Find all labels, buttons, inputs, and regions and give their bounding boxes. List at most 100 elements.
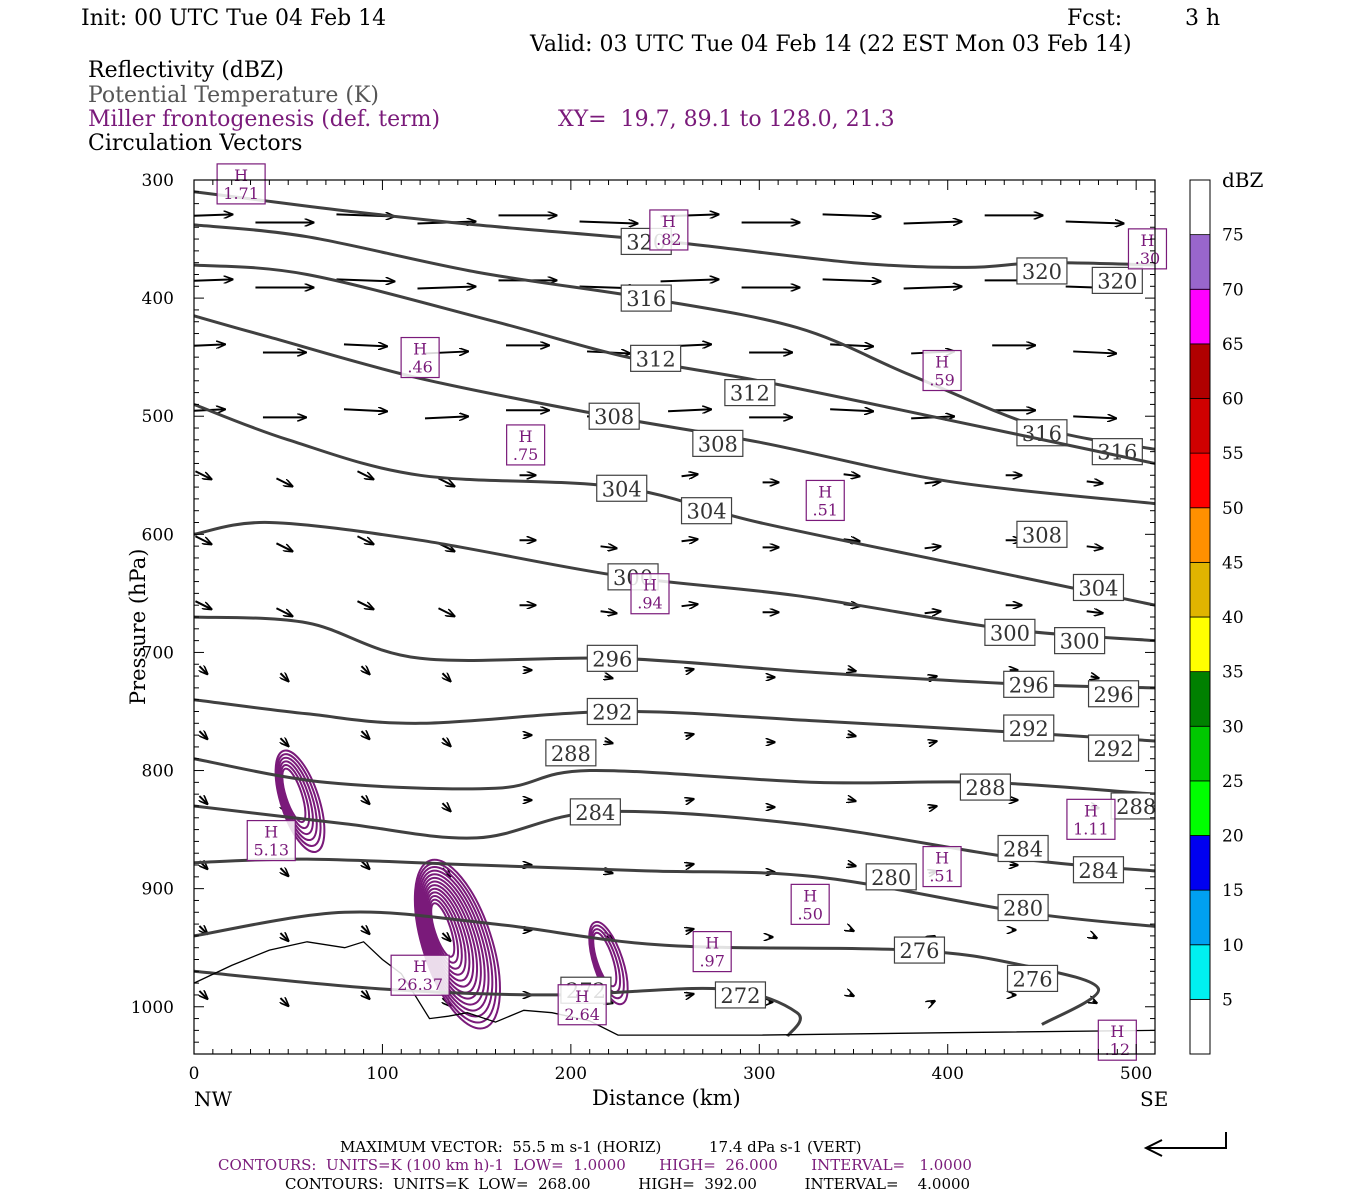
frontogenesis-maximum: H.94 bbox=[630, 573, 670, 615]
circulation-vector bbox=[194, 279, 232, 281]
theta-contour-276 bbox=[194, 910, 1100, 1026]
field-circulation-vectors: Circulation Vectors bbox=[88, 131, 303, 156]
svg-text:H: H bbox=[643, 576, 657, 595]
svg-text:276: 276 bbox=[1012, 967, 1052, 991]
circulation-vector bbox=[1065, 222, 1124, 224]
colorbar-tick-label: 15 bbox=[1222, 881, 1244, 901]
colorbar-tick-label: 40 bbox=[1222, 608, 1244, 628]
y-tick-label: 400 bbox=[142, 289, 174, 309]
y-tick-label: 1000 bbox=[131, 998, 174, 1018]
theta-label: 304 bbox=[680, 497, 733, 525]
circulation-vector bbox=[343, 409, 387, 411]
circulation-vector bbox=[199, 1121, 207, 1129]
circulation-vector bbox=[417, 286, 475, 288]
theta-label: 316 bbox=[1091, 438, 1143, 466]
circulation-vector bbox=[822, 279, 881, 281]
frontogenesis-contour bbox=[274, 749, 326, 853]
frontogenesis-maximum: H.50 bbox=[790, 883, 830, 925]
circulation-vector bbox=[361, 991, 369, 999]
colorbar-tick-label: 50 bbox=[1222, 499, 1244, 519]
circulation-vector bbox=[280, 868, 288, 876]
colorbar-tick-label: 20 bbox=[1222, 827, 1244, 847]
xy-coordinates: XY= 19.7, 89.1 to 128.0, 21.3 bbox=[558, 107, 895, 132]
circulation-vector bbox=[357, 470, 373, 479]
dbz-colorbar: 5 10 15 20 25 30 35 40 45 50 55 60 65 70 75 bbox=[1189, 179, 1244, 1055]
y-axis-title: Pressure (hPa) bbox=[126, 548, 150, 705]
circulation-vector bbox=[848, 734, 856, 736]
svg-text:26.37: 26.37 bbox=[397, 975, 443, 994]
theta-label: 284 bbox=[997, 834, 1049, 863]
circulation-vector bbox=[361, 666, 369, 674]
colorbar-bin bbox=[1189, 944, 1211, 1000]
forecast-hours: 3 h bbox=[1185, 6, 1221, 31]
frontogenesis-maximum: H.97 bbox=[692, 931, 732, 973]
svg-text:292: 292 bbox=[1093, 737, 1133, 761]
plot-frame bbox=[193, 179, 1156, 1055]
frontogenesis-maximum: H26.37 bbox=[390, 954, 450, 996]
circulation-vector bbox=[924, 546, 941, 548]
circulation-vector bbox=[1093, 936, 1097, 938]
circulation-vector bbox=[194, 470, 211, 479]
frontogenesis-contour bbox=[275, 753, 322, 848]
y-tick-label: 500 bbox=[142, 407, 174, 427]
circulation-vector bbox=[686, 799, 694, 801]
frontogenesis-maximum: H.82 bbox=[649, 209, 689, 251]
frontogenesis-contours bbox=[274, 749, 629, 1030]
colorbar-tick-label: 65 bbox=[1222, 335, 1244, 355]
svg-text:.30: .30 bbox=[1135, 249, 1160, 268]
circulation-vector bbox=[686, 864, 694, 866]
theta-label: 272 bbox=[714, 981, 767, 1009]
circulation-vector bbox=[361, 1121, 369, 1129]
field-frontogenesis: Miller frontogenesis (def. term) bbox=[88, 107, 441, 132]
circulation-vector bbox=[1073, 351, 1116, 353]
theta-label: 296 bbox=[1003, 670, 1055, 698]
colorbar-bin bbox=[1189, 561, 1211, 618]
frontogenesis-contour bbox=[417, 869, 490, 1012]
y-tick-label: 700 bbox=[142, 643, 174, 663]
circulation-vector bbox=[848, 864, 856, 866]
theta-label: 312 bbox=[724, 378, 776, 407]
circulation-vector bbox=[275, 542, 292, 551]
circulation-vector bbox=[1093, 1131, 1097, 1133]
circulation-vector bbox=[605, 1131, 613, 1133]
circulation-vector bbox=[442, 738, 450, 746]
colorbar-tick-label: 45 bbox=[1222, 553, 1244, 573]
theta-label: 304 bbox=[596, 474, 648, 502]
frontogenesis-contour bbox=[278, 760, 314, 836]
theta-label: 312 bbox=[630, 344, 682, 372]
svg-text:308: 308 bbox=[1022, 523, 1062, 547]
circulation-vector bbox=[424, 416, 468, 418]
theta-label: 276 bbox=[893, 936, 946, 964]
terrain-surface bbox=[194, 941, 1155, 1036]
circulation-vector bbox=[903, 222, 962, 224]
frontogenesis-contour bbox=[419, 873, 486, 1006]
circulation-vector bbox=[361, 731, 369, 739]
circulation-vector bbox=[605, 676, 613, 678]
circulation-vector bbox=[1073, 416, 1116, 418]
frontogenesis-maximum: H.30 bbox=[1127, 228, 1168, 270]
svg-text:304: 304 bbox=[686, 500, 726, 524]
svg-text:312: 312 bbox=[636, 347, 676, 371]
colorbar-bin bbox=[1189, 671, 1211, 727]
svg-text:H: H bbox=[1110, 1022, 1124, 1041]
y-tick-label: 900 bbox=[142, 880, 174, 900]
colorbar-bin bbox=[1189, 889, 1211, 946]
circulation-vector bbox=[199, 731, 207, 739]
svg-text:1.71: 1.71 bbox=[223, 184, 259, 203]
frontogenesis-contour bbox=[589, 924, 625, 1000]
colorbar-unit: dBZ bbox=[1222, 168, 1264, 192]
circulation-vector bbox=[686, 669, 694, 671]
circulation-vector bbox=[850, 1124, 854, 1126]
theta-label: 284 bbox=[569, 798, 621, 826]
colorbar-bin bbox=[1189, 507, 1211, 563]
circulation-vector bbox=[280, 1128, 288, 1136]
svg-text:H: H bbox=[1140, 231, 1154, 250]
svg-text:1.11: 1.11 bbox=[1073, 819, 1109, 838]
circulation-vector bbox=[822, 214, 881, 216]
svg-text:320: 320 bbox=[1022, 260, 1062, 284]
circulation-vector bbox=[361, 926, 369, 934]
svg-text:H: H bbox=[575, 987, 589, 1006]
svg-text:284: 284 bbox=[575, 801, 615, 825]
colorbar-bin bbox=[1189, 452, 1211, 509]
theta-label: 304 bbox=[1072, 573, 1125, 602]
